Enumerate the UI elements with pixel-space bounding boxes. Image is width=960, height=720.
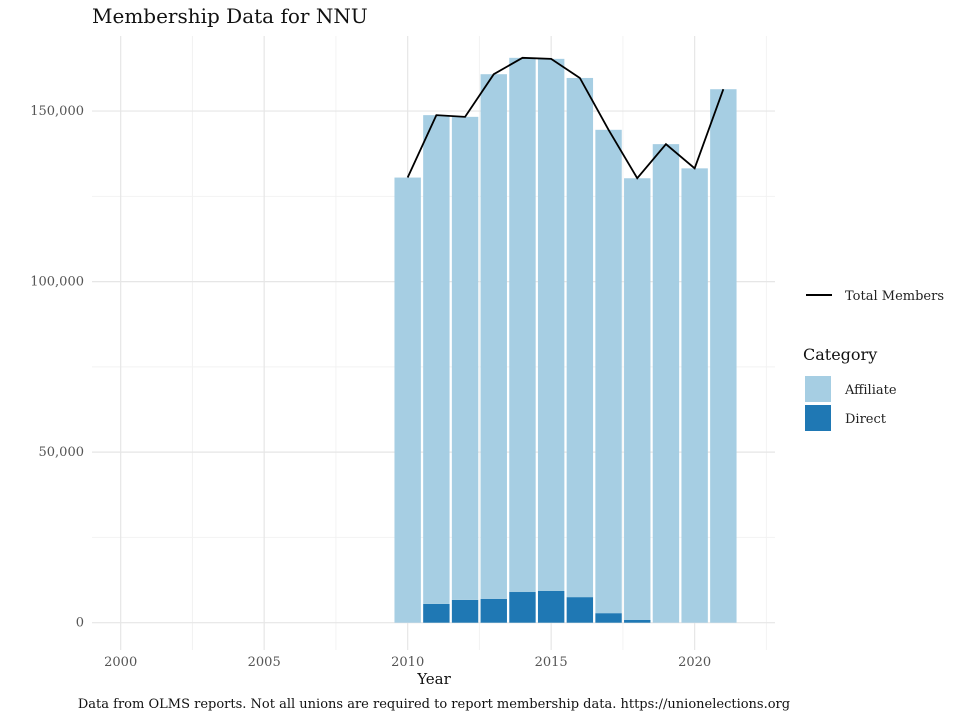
bar-direct — [509, 592, 536, 623]
legend-swatch-direct — [805, 405, 831, 431]
legend-label-direct: Direct — [845, 412, 887, 427]
bar-affiliate — [681, 168, 708, 623]
legend-label-affiliate: Affiliate — [844, 383, 897, 398]
legend-title: Category — [803, 345, 877, 364]
y-tick-label: 50,000 — [39, 445, 85, 460]
bar-affiliate — [394, 177, 421, 623]
y-tick-label: 150,000 — [30, 104, 84, 119]
x-tick-label: 2005 — [248, 655, 281, 670]
tick-labels: 0 50,000 100,000 150,000 2000 2005 2010 2015 202… — [30, 104, 711, 670]
bar-affiliate — [710, 89, 737, 623]
chart-title: Membership Data for NNU — [92, 4, 368, 28]
bar-direct — [537, 590, 565, 623]
bar-direct — [595, 613, 622, 623]
bar-affiliate — [595, 129, 622, 614]
x-tick-label: 2020 — [678, 655, 711, 670]
bar-direct — [480, 598, 507, 623]
x-axis-title: Year — [416, 670, 451, 688]
bar-affiliate — [624, 178, 651, 620]
y-tick-label: 0 — [76, 616, 84, 631]
legend: Total Members Category Affiliate Direct — [803, 289, 944, 431]
legend-swatch-affiliate — [805, 376, 831, 402]
bar-affiliate — [451, 116, 479, 600]
bar-direct — [451, 599, 479, 623]
y-tick-label: 100,000 — [30, 275, 84, 290]
caption: Data from OLMS reports. Not all unions a… — [78, 697, 790, 712]
bars — [394, 57, 737, 623]
bar-direct — [624, 619, 651, 623]
total-members-line — [406, 56, 725, 180]
bar-affiliate — [509, 57, 536, 593]
x-tick-label: 2000 — [104, 655, 137, 670]
bar-affiliate — [480, 74, 507, 599]
bar-direct — [423, 603, 450, 623]
total-line-layer — [406, 56, 725, 180]
bar-affiliate — [652, 144, 680, 623]
bar-affiliate — [537, 58, 565, 591]
bar-direct — [566, 597, 594, 623]
bar-affiliate — [423, 115, 450, 604]
bar-affiliate — [566, 77, 594, 598]
legend-line-label: Total Members — [845, 289, 944, 304]
x-tick-label: 2010 — [391, 655, 424, 670]
x-tick-label: 2015 — [535, 655, 568, 670]
